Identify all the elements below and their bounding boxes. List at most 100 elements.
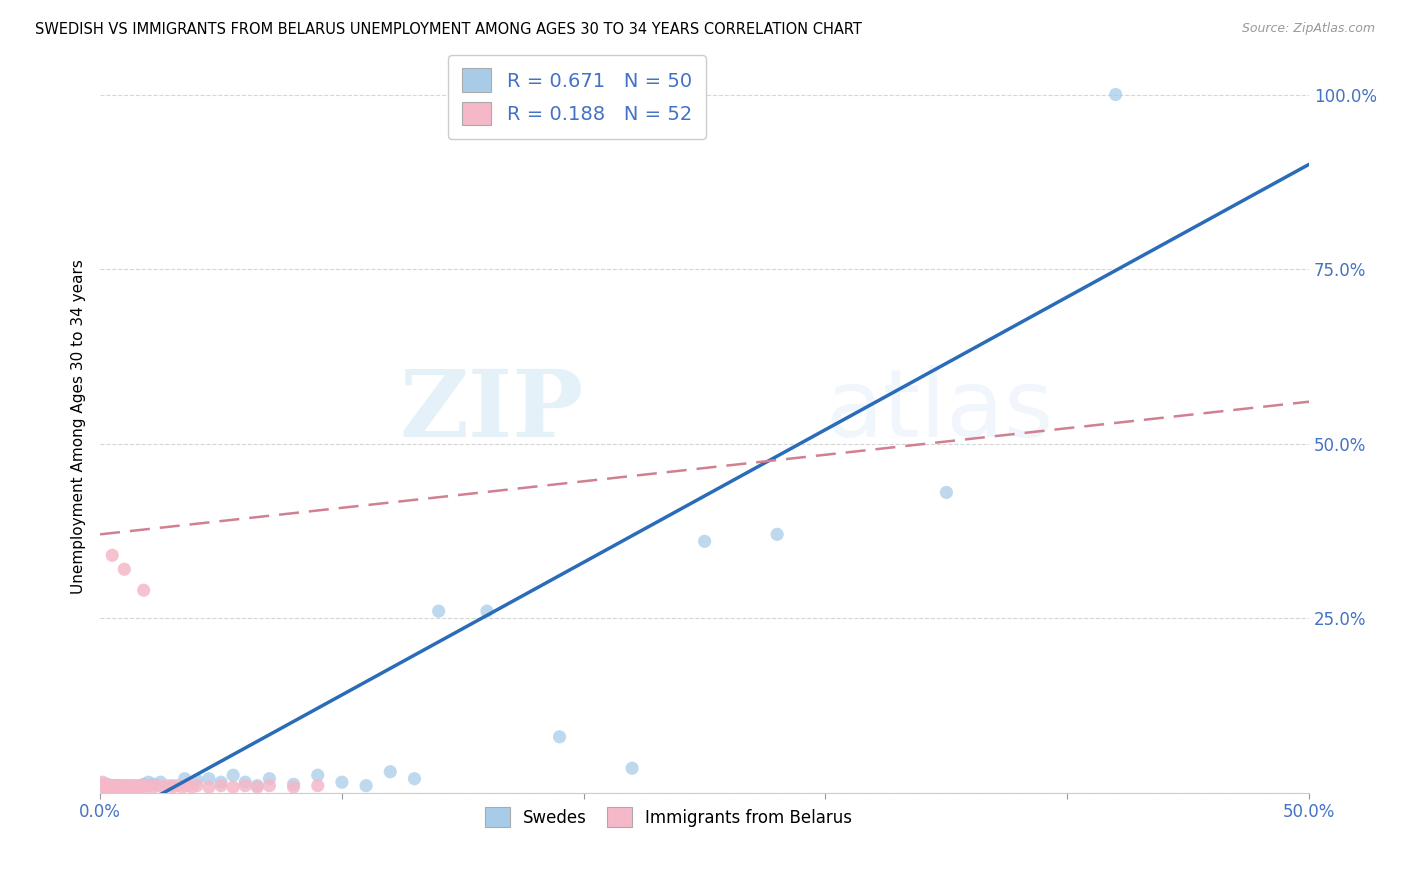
Point (330, 775, 353, 789)
Point (307, 768, 329, 782)
Point (307, 779, 329, 793)
Point (259, 779, 281, 793)
Point (233, 775, 256, 789)
Point (475, 604, 498, 618)
Point (101, 549, 124, 563)
Point (132, 779, 155, 793)
Point (152, 780, 174, 794)
Point (122, 779, 145, 793)
Point (112, 779, 135, 793)
Point (121, 780, 143, 794)
Point (91, 780, 114, 794)
Point (162, 780, 184, 794)
Point (222, 780, 245, 794)
Point (693, 534, 716, 549)
Point (125, 780, 148, 794)
Point (283, 780, 305, 794)
Text: Source: ZipAtlas.com: Source: ZipAtlas.com (1241, 22, 1375, 36)
Point (138, 775, 160, 789)
Point (129, 780, 152, 794)
Point (233, 779, 256, 793)
Point (104, 779, 127, 793)
Point (98, 780, 121, 794)
Point (104, 779, 127, 793)
Point (209, 779, 232, 793)
Point (115, 781, 138, 796)
Point (98, 779, 121, 793)
Point (259, 772, 281, 786)
Point (621, 761, 644, 775)
Point (186, 779, 208, 793)
Point (91, 775, 114, 789)
Point (108, 781, 131, 796)
Point (1104, 87, 1126, 102)
Point (209, 775, 232, 789)
Point (112, 780, 135, 794)
Point (246, 779, 269, 793)
Point (108, 780, 131, 794)
Point (105, 780, 128, 794)
Point (176, 779, 198, 793)
Point (94, 779, 117, 793)
Point (246, 780, 269, 794)
Point (198, 772, 221, 786)
Point (132, 583, 155, 598)
Point (125, 780, 148, 794)
Point (91, 779, 114, 793)
Text: SWEDISH VS IMMIGRANTS FROM BELARUS UNEMPLOYMENT AMONG AGES 30 TO 34 YEARS CORREL: SWEDISH VS IMMIGRANTS FROM BELARUS UNEMP… (35, 22, 862, 37)
Point (105, 781, 128, 796)
Point (111, 779, 134, 793)
Point (166, 779, 188, 793)
Point (96, 780, 118, 794)
Point (173, 772, 195, 786)
Y-axis label: Unemployment Among Ages 30 to 34 years: Unemployment Among Ages 30 to 34 years (72, 259, 86, 593)
Text: atlas: atlas (825, 366, 1053, 458)
Point (101, 781, 124, 796)
Point (101, 779, 124, 793)
Point (112, 780, 135, 794)
Point (283, 777, 305, 791)
Point (156, 779, 179, 793)
Point (104, 780, 127, 794)
Point (118, 779, 141, 793)
Point (198, 780, 221, 794)
Point (96, 777, 118, 791)
Legend: Swedes, Immigrants from Belarus: Swedes, Immigrants from Belarus (477, 798, 860, 836)
Point (104, 780, 127, 794)
Point (142, 780, 165, 794)
Point (128, 779, 150, 793)
Point (108, 779, 131, 793)
Point (94, 777, 117, 791)
Point (128, 779, 150, 793)
Point (222, 768, 245, 782)
Point (162, 779, 184, 793)
Point (98, 780, 121, 794)
Point (112, 779, 135, 793)
Point (101, 780, 124, 794)
Point (94, 780, 117, 794)
Point (172, 780, 194, 794)
Point (354, 779, 377, 793)
Point (404, 772, 426, 786)
Point (935, 485, 957, 500)
Point (115, 780, 138, 794)
Point (89, 779, 111, 793)
Point (118, 779, 141, 793)
Point (122, 779, 145, 793)
Point (111, 779, 134, 793)
Point (146, 779, 169, 793)
Point (138, 779, 160, 793)
Point (105, 779, 128, 793)
Point (96, 780, 118, 794)
Point (129, 780, 152, 794)
Point (548, 730, 571, 744)
Point (427, 604, 450, 618)
Point (101, 779, 124, 793)
Point (132, 777, 155, 791)
Point (108, 780, 131, 794)
Point (96, 779, 118, 793)
Point (111, 780, 134, 794)
Point (149, 775, 172, 789)
Point (181, 780, 204, 794)
Point (142, 777, 165, 791)
